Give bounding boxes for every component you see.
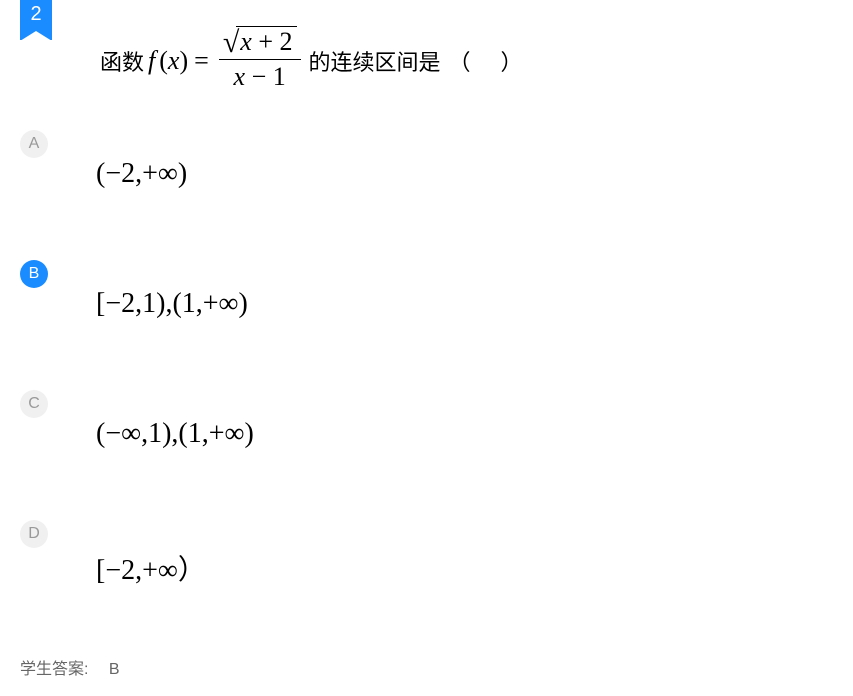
student-answer: 学生答案: B	[20, 655, 120, 679]
denom-op: −	[245, 62, 273, 91]
question-prefix: 函数	[100, 45, 144, 77]
option-b[interactable]: B [−2,1),(1,+∞)	[20, 260, 248, 320]
sqrt-num: 2	[280, 27, 293, 56]
denom-num: 1	[273, 62, 286, 91]
question-number: 2	[30, 3, 41, 25]
option-d[interactable]: D [−2,+∞）	[20, 520, 206, 588]
denom-var: x	[234, 62, 246, 91]
answer-blank: （）	[449, 45, 553, 77]
func-paren-open: (	[159, 46, 168, 76]
option-c-letter: C	[28, 395, 40, 413]
func-paren-close: )	[179, 46, 188, 76]
sqrt-container: √ x + 2	[223, 26, 297, 57]
option-d-letter: D	[28, 525, 40, 543]
sqrt-content: x + 2	[236, 26, 296, 57]
function-name: f	[148, 46, 155, 76]
option-a-content: (−2,+∞)	[96, 158, 187, 190]
option-c-content: (−∞,1),(1,+∞)	[96, 418, 254, 450]
question-number-badge: 2	[20, 0, 52, 40]
option-a[interactable]: A (−2,+∞)	[20, 130, 187, 190]
fraction: √ x + 2 x − 1	[219, 26, 301, 92]
option-b-content: [−2,1),(1,+∞)	[96, 288, 248, 320]
paren-open: （	[449, 50, 501, 75]
paren-close: ）	[501, 50, 553, 75]
option-c-badge: C	[20, 390, 48, 418]
sqrt-var: x	[240, 27, 252, 56]
student-answer-value: B	[109, 661, 120, 678]
numerator: √ x + 2	[219, 26, 301, 59]
option-a-badge: A	[20, 130, 48, 158]
equals-sign: =	[194, 46, 209, 76]
option-d-badge: D	[20, 520, 48, 548]
option-d-content: [−2,+∞）	[96, 548, 206, 588]
question-text: 函数 f ( x ) = √ x + 2 x − 1 的连续区间是 （）	[100, 28, 553, 94]
sqrt-symbol: √	[223, 28, 239, 58]
student-answer-label: 学生答案:	[20, 661, 88, 678]
option-b-letter: B	[29, 265, 40, 283]
option-b-badge: B	[20, 260, 48, 288]
function-variable: x	[168, 46, 180, 76]
sqrt-op: +	[252, 27, 280, 56]
option-c[interactable]: C (−∞,1),(1,+∞)	[20, 390, 254, 450]
denominator: x − 1	[230, 60, 290, 92]
question-suffix: 的连续区间是	[309, 45, 441, 77]
option-a-letter: A	[29, 135, 40, 153]
